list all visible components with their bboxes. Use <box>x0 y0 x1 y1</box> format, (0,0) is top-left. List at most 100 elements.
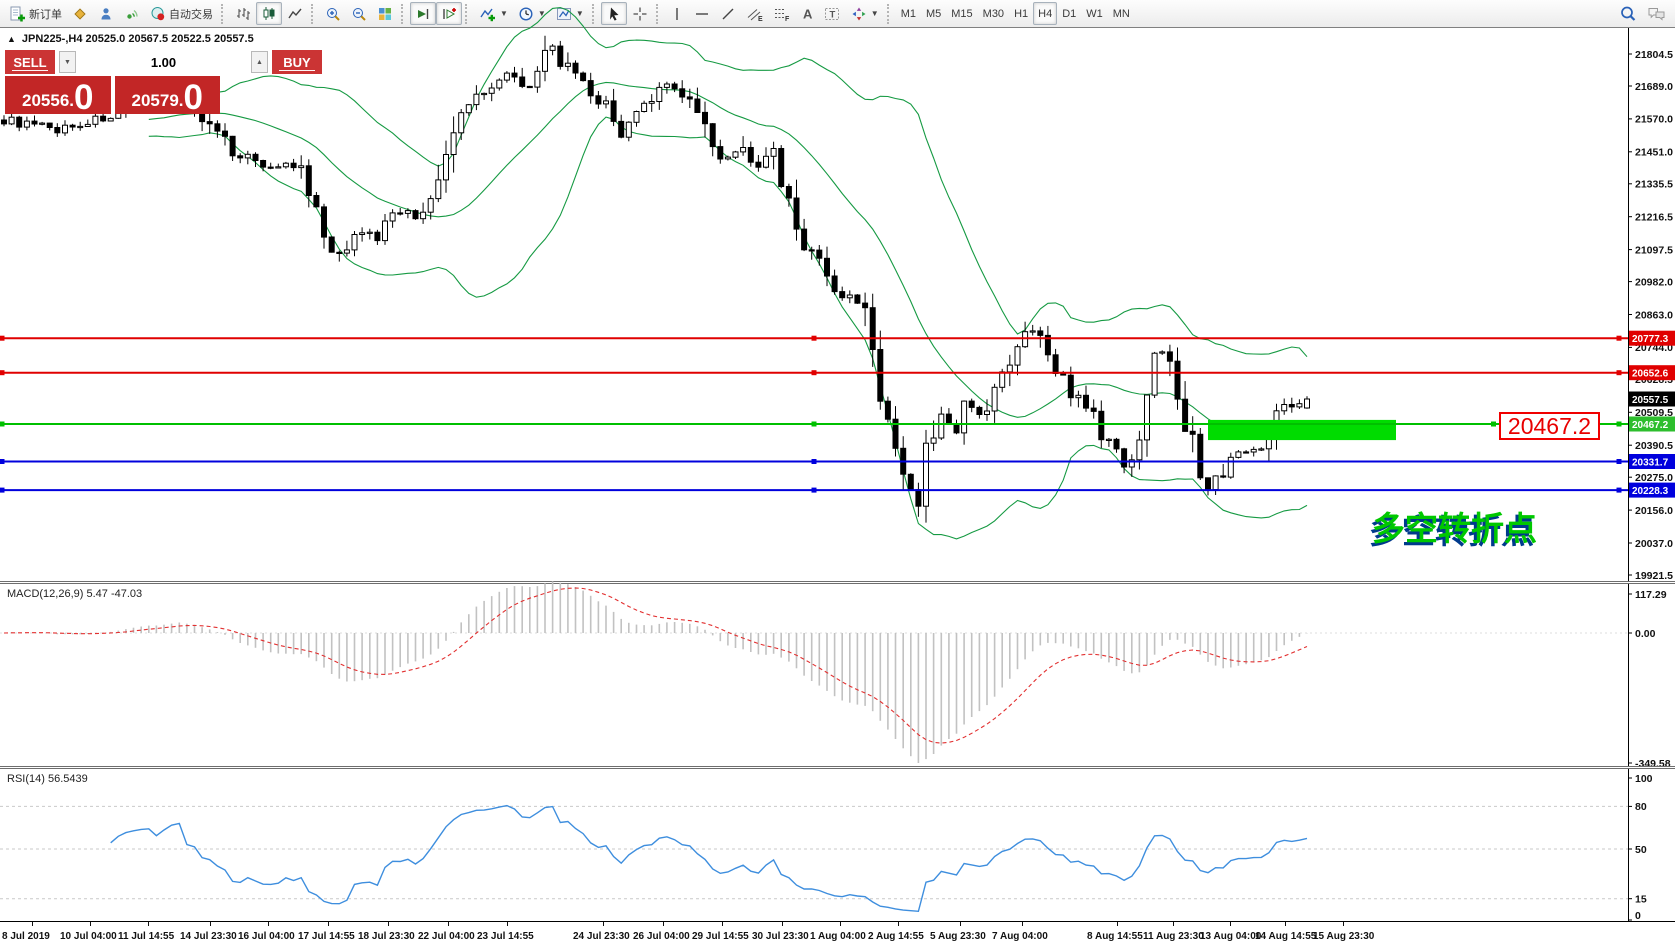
line-chart-icon <box>287 6 303 22</box>
hline-20777.3[interactable] <box>0 335 1628 341</box>
panel-divider[interactable] <box>0 766 1675 769</box>
chat-button[interactable] <box>1642 2 1671 25</box>
rsi-line <box>110 804 1308 913</box>
macd-values: 5.47 -47.03 <box>86 588 143 600</box>
symbol-info: ▲ JPN225-,H4 20525.0 20567.5 20522.5 205… <box>7 33 254 45</box>
bollinger-bands <box>148 6 1308 540</box>
line-chart-button[interactable] <box>282 2 308 25</box>
macd-label: MACD(12,26,9) 5.47 -47.03 <box>7 588 142 600</box>
toolbar: 新订单 自动交易 ▼ ▼ ▼ E F A T ▼ M1 M5 M15 M30 H1 H4 D1 W1 MN <box>0 0 1675 28</box>
crosshair-icon <box>632 6 648 22</box>
rsi-panel-svg[interactable]: 100 80 50 15 0 <box>0 769 1675 922</box>
new-order-button[interactable]: 新订单 <box>4 2 67 25</box>
indicators-icon <box>479 6 496 22</box>
time-tick <box>1173 922 1174 926</box>
marketplace-button[interactable] <box>67 2 93 25</box>
price-axis[interactable]: 21804.5 21689.0 21570.0 21451.0 21335.5 21216… <box>1628 28 1675 582</box>
volume-down-button[interactable]: ▼ <box>59 51 76 73</box>
toolbar-grip[interactable] <box>465 3 471 24</box>
candlestick-button[interactable] <box>256 2 282 25</box>
search-button[interactable] <box>1614 2 1642 25</box>
crosshair-button[interactable] <box>627 2 653 25</box>
community-button[interactable] <box>93 2 119 25</box>
panel-divider[interactable] <box>0 581 1675 584</box>
auto-scroll-button[interactable] <box>410 2 436 25</box>
sell-price-main: 20556. <box>22 91 75 110</box>
svg-text:21689.0: 21689.0 <box>1635 81 1673 93</box>
time-axis[interactable]: 8 Jul 2019 10 Jul 04:00 11 Jul 14:55 14 Jul… <box>0 921 1675 950</box>
tf-m1-button[interactable]: M1 <box>896 2 921 25</box>
highlight-rectangle[interactable] <box>1208 419 1396 441</box>
buy-button[interactable]: BUY <box>272 50 322 74</box>
main-chart-svg[interactable]: 21804.5 21689.0 21570.0 21451.0 21335.5 21216… <box>0 6 1675 582</box>
zoom-out-button[interactable] <box>346 2 372 25</box>
time-label: 22 Jul 04:00 <box>418 931 475 942</box>
volume-up-button[interactable]: ▲ <box>251 51 268 73</box>
pivot-annotation[interactable]: 多空转折点 <box>1372 510 1537 547</box>
tf-m5-button[interactable]: M5 <box>921 2 946 25</box>
autotrade-button[interactable]: 自动交易 <box>145 2 218 25</box>
time-tick <box>663 922 664 926</box>
time-label: 11 Jul 14:55 <box>118 931 175 942</box>
bar-chart-button[interactable] <box>230 2 256 25</box>
tf-h4-button[interactable]: H4 <box>1033 2 1058 25</box>
text-label-button[interactable]: T <box>819 2 846 25</box>
sell-button[interactable]: SELL <box>5 50 55 74</box>
periods-button[interactable]: ▼ <box>513 2 551 25</box>
time-tick <box>328 922 329 926</box>
tf-mn-button[interactable]: MN <box>1108 2 1135 25</box>
buy-price[interactable]: 20579. 0 <box>114 76 220 115</box>
tf-d1-button[interactable]: D1 <box>1057 2 1081 25</box>
svg-text:T: T <box>829 9 835 20</box>
price-tag: 20467.2 <box>1629 416 1675 432</box>
time-tick <box>1343 922 1344 926</box>
fibonacci-button[interactable]: F <box>768 2 795 25</box>
macd-panel-svg[interactable]: 117.290.00-349.58 <box>0 581 1675 770</box>
toolbar-grip[interactable] <box>886 3 893 24</box>
text-button[interactable]: A <box>795 2 819 25</box>
tf-d1-button-label: D1 <box>1062 7 1077 20</box>
price-callout-box[interactable]: 20467.2 <box>1499 412 1600 440</box>
channel-button[interactable]: E <box>741 2 768 25</box>
volume-input[interactable] <box>76 51 251 73</box>
toolbar-grip[interactable] <box>401 3 407 24</box>
callout-handle[interactable] <box>1491 421 1496 427</box>
time-tick <box>840 922 841 926</box>
trendline-button[interactable] <box>715 2 741 25</box>
community-icon <box>98 6 114 22</box>
tile-windows-button[interactable] <box>372 2 398 25</box>
zoom-in-button[interactable] <box>320 2 346 25</box>
svg-text:21804.5: 21804.5 <box>1635 49 1673 61</box>
hline-20228.3[interactable] <box>0 487 1628 493</box>
chevron-down-icon: ▼ <box>537 9 546 18</box>
autotrade-icon <box>150 6 166 22</box>
tf-m5-button-label: M5 <box>925 7 942 20</box>
tf-m30-button[interactable]: M30 <box>978 2 1009 25</box>
toolbar-grip[interactable] <box>591 3 598 24</box>
indicators-button[interactable]: ▼ <box>474 2 513 25</box>
signals-button[interactable] <box>119 2 145 25</box>
svg-text:F: F <box>785 16 790 23</box>
sell-price[interactable]: 20556. 0 <box>5 76 111 115</box>
tf-w1-button[interactable]: W1 <box>1081 2 1108 25</box>
panel-collapse-icon[interactable]: ▲ <box>7 34 16 44</box>
vertical-line-button[interactable] <box>665 2 689 25</box>
hline-20467.2[interactable] <box>0 421 1628 427</box>
tf-h1-button-label: H1 <box>1014 7 1029 20</box>
zoom-out-icon <box>351 6 367 22</box>
chart-shift-button[interactable] <box>436 2 462 25</box>
toolbar-grip[interactable] <box>221 3 227 24</box>
templates-button[interactable]: ▼ <box>551 2 589 25</box>
toolbar-grip[interactable] <box>655 3 662 24</box>
svg-text:20156.0: 20156.0 <box>1635 505 1673 517</box>
hline-20652.6[interactable] <box>0 370 1628 376</box>
svg-text:19921.5: 19921.5 <box>1635 570 1673 582</box>
arrows-button[interactable]: ▼ <box>846 2 884 25</box>
horizontal-line-button[interactable] <box>689 2 715 25</box>
tf-h1-button[interactable]: H1 <box>1009 2 1033 25</box>
svg-text:20982.0: 20982.0 <box>1635 276 1673 288</box>
hline-20331.7[interactable] <box>0 459 1628 464</box>
tf-m15-button[interactable]: M15 <box>946 2 977 25</box>
cursor-button[interactable] <box>600 2 627 25</box>
toolbar-grip[interactable] <box>311 3 317 24</box>
